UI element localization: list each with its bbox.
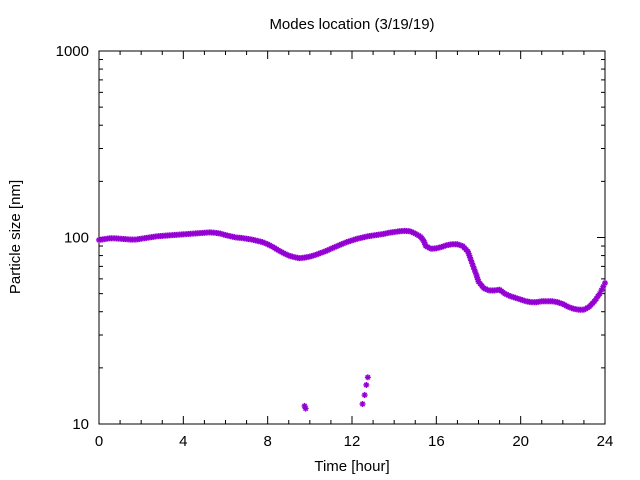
tick-labels: 0 4 8 12 16 20 24 10 100 1000 <box>56 43 614 450</box>
x-tick-label: 24 <box>597 433 614 450</box>
y-tick-label: 1000 <box>56 43 89 60</box>
x-tick-label: 0 <box>95 433 103 450</box>
data-point <box>361 392 368 399</box>
y-tick-label: 10 <box>72 416 89 433</box>
x-tick-label: 16 <box>428 433 445 450</box>
x-tick-label: 4 <box>179 433 187 450</box>
y-axis-label: Particle size [nm] <box>7 180 24 294</box>
data-point <box>302 405 309 412</box>
data-point <box>364 374 371 381</box>
data-point <box>359 401 366 408</box>
x-tick-label: 20 <box>512 433 529 450</box>
data-point <box>602 280 608 287</box>
x-axis-label: Time [hour] <box>314 458 389 475</box>
x-tick-label: 8 <box>263 433 271 450</box>
data-marks <box>96 227 608 412</box>
data-point <box>470 263 477 270</box>
chart-title: Modes location (3/19/19) <box>269 16 434 33</box>
data-point <box>363 381 370 388</box>
x-tick-label: 12 <box>344 433 361 450</box>
y-tick-label: 100 <box>64 230 89 247</box>
